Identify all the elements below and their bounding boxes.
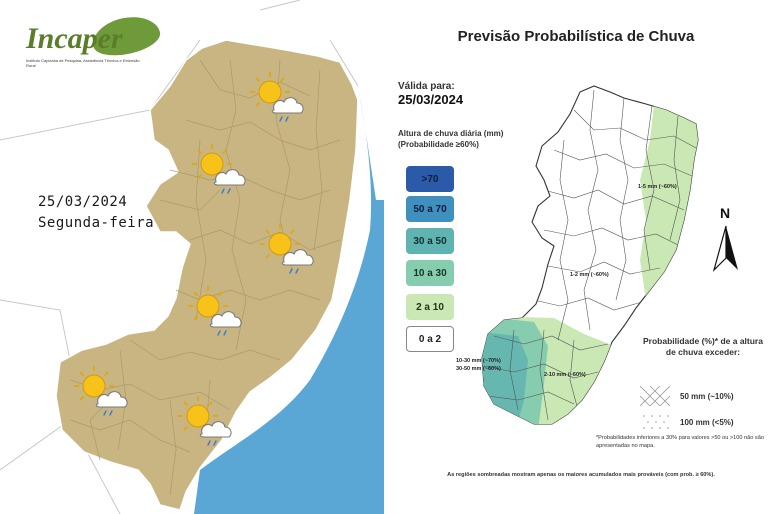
legend-swatch: 30 a 50 <box>406 228 454 254</box>
legend-swatch: 0 a 2 <box>406 326 454 352</box>
rain-map: 1-5 mm (~60%) 1-2 mm (~60%) 10-30 mm (~7… <box>456 85 699 425</box>
map-label-south-west-2: 30-50 mm (~60%) <box>456 366 501 372</box>
legend-swatch: 2 a 10 <box>406 294 454 320</box>
map-label-south-west-1: 10-30 mm (~70%) <box>456 358 501 364</box>
north-arrow-icon: N <box>712 205 738 273</box>
legend-title: Altura de chuva diária (mm) <box>398 129 504 138</box>
north-label: N <box>720 205 730 221</box>
valid-date: 25/03/2024 <box>398 92 464 107</box>
forecast-weekday: Segunda-feira <box>38 215 155 231</box>
hatch-item-50mm: 50 mm (~10%) <box>640 386 764 408</box>
legend-heading: Altura de chuva diária (mm) (Probabilida… <box>398 128 503 150</box>
sun-cloud-rain-icon <box>249 71 304 122</box>
legend-swatch: >70 <box>406 166 454 192</box>
legend-swatch: 10 a 30 <box>406 260 454 286</box>
probability-title: Probabilidade (%)* de a altura de chuva … <box>643 336 763 357</box>
map-label-north-east: 1-5 mm (~60%) <box>638 184 677 190</box>
sea-area <box>194 86 384 514</box>
logo-wordmark: Incaper <box>26 22 123 55</box>
hatch-item-100mm: 100 mm (<5%) <box>640 412 764 434</box>
sun-cloud-rain-icon <box>177 395 232 446</box>
hatch-label-50mm: 50 mm (~10%) <box>680 392 734 401</box>
probabilistic-rain-panel: Previsão Probabilística de Chuva Válida … <box>384 0 768 514</box>
legend-subtitle: (Probabilidade ≥60%) <box>398 140 479 149</box>
map-label-south: 2-10 mm (~60%) <box>544 372 586 378</box>
forecast-date: 25/03/2024 <box>38 194 128 210</box>
dot-pattern-icon <box>643 415 669 429</box>
crosshatch-pattern-icon <box>640 386 670 406</box>
hatch-label-100mm: 100 mm (<5%) <box>680 418 734 427</box>
footer-note: As regiões sombreadas mostram apenas os … <box>447 472 715 478</box>
forecast-date-block: 25/03/2024 Segunda-feira <box>38 192 154 234</box>
sun-cloud-rain-icon <box>73 365 128 416</box>
weather-map-panel: Incaper Instituto Capixaba de Pesquisa, … <box>0 0 384 514</box>
weather-icons-layer <box>73 71 314 446</box>
valid-label: Válida para: <box>398 81 455 92</box>
map-label-center: 1-2 mm (~60%) <box>570 272 609 278</box>
legend-swatch: 50 a 70 <box>406 196 454 222</box>
sun-cloud-rain-icon <box>259 223 314 274</box>
incaper-logo: Incaper Instituto Capixaba de Pesquisa, … <box>22 11 163 68</box>
logo-subtitle: Instituto Capixaba de Pesquisa, Assistên… <box>26 58 140 68</box>
panel-title: Previsão Probabilística de Chuva <box>457 28 695 45</box>
valid-for-block: Válida para: 25/03/2024 <box>398 80 463 106</box>
sun-cloud-rain-icon <box>191 143 246 194</box>
footnote: *Probabilidades inferiores a 30% para va… <box>596 435 764 449</box>
sun-cloud-rain-icon <box>187 285 242 336</box>
